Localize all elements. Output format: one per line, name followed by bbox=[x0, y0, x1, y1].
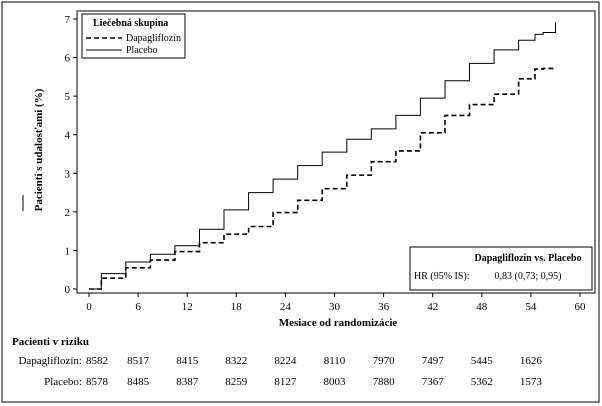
y-tick-label-3: 3 bbox=[65, 168, 71, 180]
risk-value: 7880 bbox=[372, 376, 395, 388]
risk-value: 8127 bbox=[274, 376, 297, 388]
x-tick-label-54: 54 bbox=[525, 301, 537, 313]
risk-value: 7367 bbox=[421, 376, 444, 388]
x-tick-label-42: 42 bbox=[427, 301, 438, 313]
x-tick-label-36: 36 bbox=[378, 301, 390, 313]
risk-value: 8582 bbox=[86, 355, 108, 367]
y-tick-label-7: 7 bbox=[65, 14, 71, 26]
risk-value: 8003 bbox=[323, 376, 346, 388]
hr-box-value: 0,83 (0,73; 0,95) bbox=[495, 271, 562, 282]
series-line-dapaglifloz-n bbox=[89, 67, 556, 290]
x-tick-label-0: 0 bbox=[86, 301, 92, 313]
legend-entry-placebo: Placebo bbox=[126, 45, 158, 56]
x-tick-label-12: 12 bbox=[182, 301, 193, 313]
y-tick-label-4: 4 bbox=[65, 130, 71, 142]
legend-entry-dapagliflozin: Dapagliflozín bbox=[126, 33, 181, 44]
hr-box-label: HR (95% IS): bbox=[414, 271, 470, 282]
risk-value: 8578 bbox=[86, 376, 108, 388]
hr-box-frame bbox=[409, 246, 593, 291]
plot-frame bbox=[76, 10, 596, 294]
y-tick-label-6: 6 bbox=[65, 53, 71, 65]
x-tick-label-24: 24 bbox=[280, 301, 292, 313]
risk-row-label: Placebo: bbox=[44, 376, 82, 388]
risk-value: 8485 bbox=[127, 376, 150, 388]
risk-value: 7497 bbox=[421, 355, 444, 367]
x-tick-label-18: 18 bbox=[231, 301, 243, 313]
series-line-placebo bbox=[89, 22, 556, 290]
legend-title: Liečebná skupina bbox=[93, 18, 168, 29]
risk-value: 8110 bbox=[323, 355, 346, 367]
y-tick-label-2: 2 bbox=[65, 207, 71, 219]
x-tick-label-60: 60 bbox=[575, 301, 587, 313]
risk-value: 1573 bbox=[519, 376, 542, 388]
risk-value: 5445 bbox=[470, 355, 493, 367]
risk-row: Dapagliflozín: 8582 8517 8415 8322 8224 8110 79… bbox=[0, 355, 602, 369]
risk-value: 8415 bbox=[176, 355, 199, 367]
risk-value: 8259 bbox=[225, 376, 248, 388]
risk-value: 8517 bbox=[127, 355, 150, 367]
legend-box bbox=[81, 13, 186, 59]
risk-row-label: Dapagliflozín: bbox=[18, 355, 82, 367]
y-tick-label-5: 5 bbox=[65, 91, 71, 103]
risk-value: 7970 bbox=[372, 355, 395, 367]
y-axis-label: Pacienti s udalosťami (%) bbox=[33, 88, 45, 211]
legend: Liečebná skupina Dapagliflozín Placebo bbox=[81, 13, 186, 59]
series-layer bbox=[89, 22, 556, 290]
y-tick-label-0: 0 bbox=[65, 284, 71, 296]
y-axis: 0 1 2 3 4 5 6 7 bbox=[65, 14, 77, 296]
risk-value: 5362 bbox=[470, 376, 493, 388]
x-axis-label: Mesiace od randomizácie bbox=[279, 317, 398, 329]
risk-value: 1626 bbox=[519, 355, 542, 367]
x-tick-label-6: 6 bbox=[135, 301, 141, 313]
risk-value: 8224 bbox=[274, 355, 297, 367]
x-axis: 0 6 12 18 24 30 36 42 48 54 60 bbox=[86, 293, 586, 313]
risk-value: 8387 bbox=[176, 376, 199, 388]
risk-table-title: Pacienti v riziku bbox=[12, 336, 89, 348]
hr-box: Dapagliflozín vs. Placebo HR (95% IS): 0… bbox=[409, 246, 593, 291]
x-tick-label-48: 48 bbox=[476, 301, 488, 313]
risk-row: Placebo: 8578 8485 8387 8259 8127 8003 7880 7367… bbox=[0, 376, 602, 390]
x-tick-label-30: 30 bbox=[329, 301, 341, 313]
hr-box-header: Dapagliflozín vs. Placebo bbox=[475, 253, 582, 264]
risk-value: 8322 bbox=[225, 355, 248, 367]
y-tick-label-1: 1 bbox=[65, 245, 71, 257]
